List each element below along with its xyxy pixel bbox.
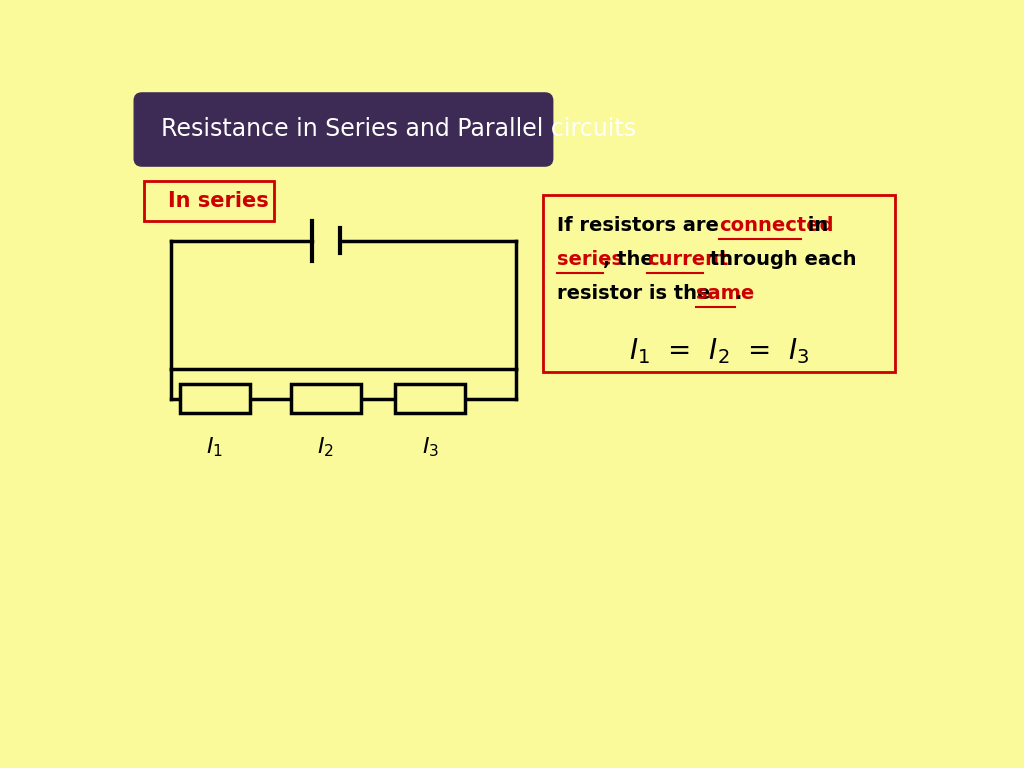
Text: $I_2$: $I_2$ [317,435,334,459]
Text: , the: , the [603,250,660,269]
Text: Resistance in Series and Parallel circuits: Resistance in Series and Parallel circui… [161,117,636,141]
FancyBboxPatch shape [144,180,274,220]
Text: $I_1$  =  $I_2$  =  $I_3$: $I_1$ = $I_2$ = $I_3$ [629,336,809,366]
Bar [291,384,360,413]
Text: .: . [735,284,742,303]
Text: series: series [557,250,623,269]
FancyBboxPatch shape [134,93,553,166]
Text: through each: through each [703,250,856,269]
Text: In series: In series [168,190,269,210]
Text: current: current [647,250,729,269]
Bar [395,384,465,413]
Text: connected: connected [719,216,834,235]
Text: $I_1$: $I_1$ [206,435,223,459]
Bar [180,384,250,413]
Text: resistor is the: resistor is the [557,284,717,303]
Text: $I_3$: $I_3$ [422,435,438,459]
Bar [543,194,895,372]
Text: same: same [696,284,755,303]
Text: If resistors are: If resistors are [557,216,725,235]
Text: in: in [801,216,828,235]
